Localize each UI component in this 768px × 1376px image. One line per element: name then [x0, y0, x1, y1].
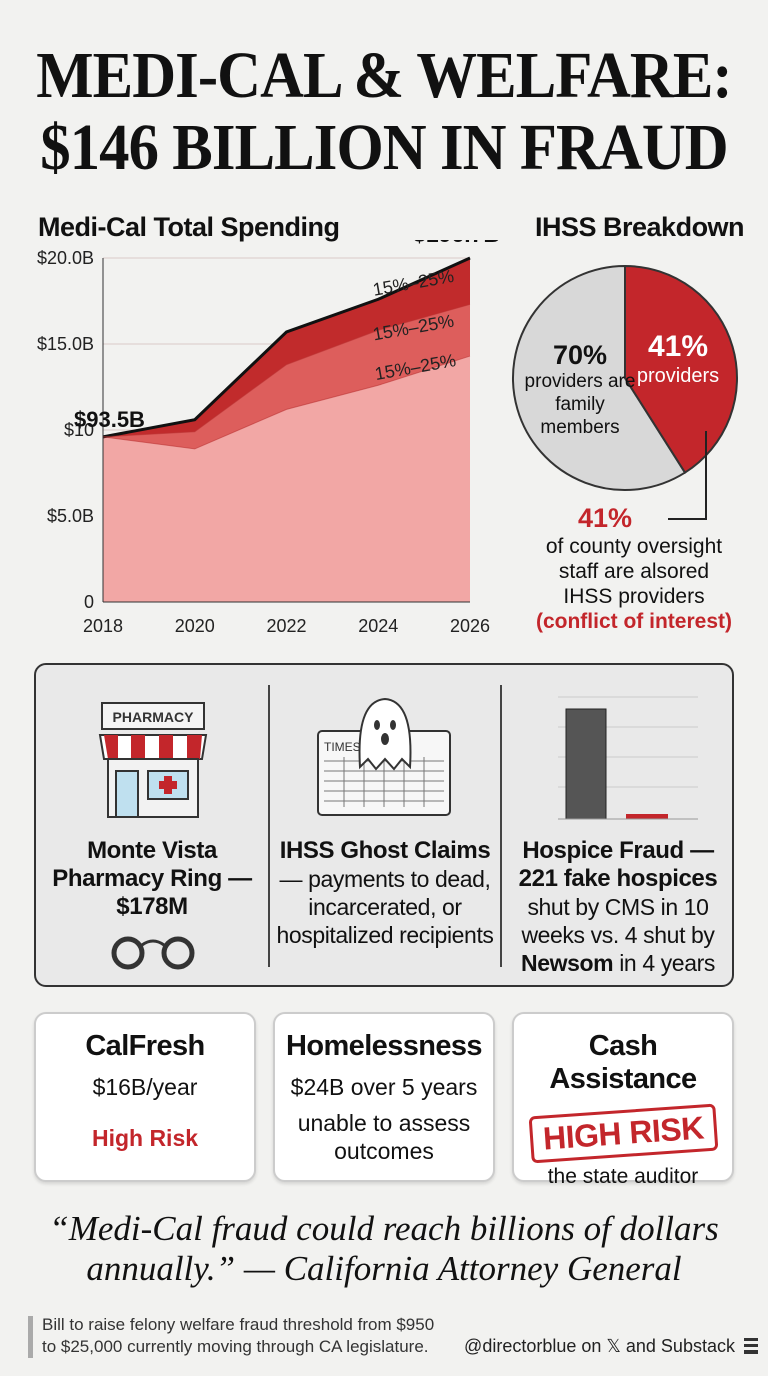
high-risk-stamp: HIGH RISK [528, 1103, 718, 1164]
homelessness-amount: $24B over 5 years [290, 1074, 478, 1100]
start-value-label: $93.5B [74, 407, 145, 432]
x-tick-label: 2024 [358, 616, 398, 636]
y-tick-label: $5.0B [47, 506, 94, 526]
callout-leader-line [668, 431, 707, 520]
pharmacy-heading-2: Pharmacy Ring — [52, 865, 252, 892]
pie-providers-label: 41% providers [628, 330, 728, 389]
total-spending-line [102, 256, 471, 439]
footer-note-line-2: to $25,000 currently moving through CA l… [42, 1337, 429, 1356]
providers-pct: 41% [647, 330, 709, 363]
calfresh-risk: High Risk [91, 1125, 199, 1151]
newsom-bold: Newsom [521, 950, 614, 976]
handcuffs-icon [111, 936, 195, 970]
timesheet-label: TIMES [324, 740, 361, 754]
x-tick-label: 2018 [83, 616, 123, 636]
pharmacy-icon: PHARMACY [98, 702, 208, 818]
pharmacy-ring-column: PHARMACY Monte Vista Pharmacy Ring — $17… [36, 665, 268, 989]
ghost-line-3: hospitalized recipients [276, 922, 494, 948]
cash-title: Cash Assistance [549, 1030, 697, 1095]
band-boundary-line [102, 355, 471, 450]
ghost-line-2: incarcerated, or [308, 894, 462, 920]
y-tick-label: $15.0B [37, 334, 94, 354]
hospice-line-3: Newsom in 4 years [502, 949, 734, 977]
footer-note: Bill to raise felony welfare fraud thres… [42, 1314, 434, 1358]
family-pct: 70% [552, 340, 608, 370]
footer-accent-bar [28, 1316, 33, 1358]
hospice-heading-1: Hospice Fraud — [522, 837, 714, 864]
author-handle-text: @directorblue on 𝕏 and Substack [464, 1336, 735, 1356]
band-boundary-line [102, 303, 471, 438]
author-handle: @directorblue on 𝕏 and Substack [464, 1336, 758, 1357]
ghost-claims-column: TIMES IHSS Ghost Claims — payments to de… [270, 665, 500, 989]
cash-source: the state auditor [547, 1165, 699, 1188]
homelessness-line-3: outcomes [334, 1138, 434, 1164]
bookmark-icon [744, 1338, 758, 1354]
x-tick-label: 2020 [175, 616, 215, 636]
hospice-bar-icon [558, 696, 698, 820]
calfresh-title: CalFresh [85, 1030, 205, 1062]
x-tick-label: 2022 [266, 616, 306, 636]
pharmacy-sign-text: PHARMACY [113, 709, 195, 725]
calfresh-card: CalFresh $16B/year High Risk [34, 1012, 256, 1182]
ghost-timesheet-icon: TIMES [317, 697, 451, 816]
y-tick-label: $10 [64, 420, 94, 440]
oversight-note: 41% of county oversight staff are alsore… [520, 502, 748, 634]
calfresh-amount: $16B/year [92, 1074, 198, 1100]
ghost-line-1: — payments to dead, [279, 866, 491, 892]
homelessness-title: Homelessness [286, 1030, 483, 1062]
pie-chart-title: IHSS Breakdown [535, 212, 745, 242]
homelessness-card: Homelessness $24B over 5 years unable to… [273, 1012, 495, 1182]
footer-note-line-1: Bill to raise felony welfare fraud thres… [42, 1315, 435, 1334]
base-area [103, 356, 470, 602]
oversight-line-3: IHSS providers [563, 585, 705, 608]
y-tick-label: $20.0B [37, 248, 94, 268]
hospice-heading-2: 221 fake hospices [518, 865, 718, 892]
oversight-pct: 41% [577, 503, 633, 533]
pie-family-label: 70% providers are family members [520, 340, 640, 439]
spending-area-chart: 0 $5.0B $10 $15.0B $20.0B 2018 2020 2022 2024 20… [37, 240, 500, 636]
providers-text: providers [636, 365, 720, 387]
pie-slice [512, 264, 687, 491]
ihss-pie-chart [512, 264, 738, 491]
hospice-line-3-rest: in 4 years [613, 950, 715, 976]
panel-divider-1 [268, 685, 270, 967]
hospice-fraud-column: Hospice Fraud — 221 fake hospices shut b… [502, 665, 734, 989]
y-tick-label: 0 [84, 592, 94, 612]
pharmacy-heading-1: Monte Vista [87, 837, 217, 864]
quote-line-1: “Medi-Cal fraud could reach billions of … [49, 1209, 719, 1248]
x-tick-label: 2026 [450, 616, 490, 636]
end-value-label: $196.7B [413, 240, 500, 247]
pharmacy-amount: $178M [116, 893, 188, 920]
hospice-line-2: weeks vs. 4 shut by [521, 922, 715, 948]
family-text: providers are family members [524, 371, 636, 438]
area-chart-title: Medi-Cal Total Spending [38, 212, 340, 242]
conflict-label: (conflict of interest) [535, 610, 732, 633]
panel-divider-2 [500, 685, 502, 967]
oversight-line-1: of county oversight [545, 535, 723, 558]
quote-line-2: annually.” — California Attorney General [86, 1249, 682, 1288]
pie-slice [624, 264, 738, 474]
cash-assistance-card: Cash Assistance HIGH RISK the state audi… [512, 1012, 734, 1188]
oversight-line-2: staff are alsored [558, 560, 710, 583]
homelessness-line-2: unable to assess [297, 1110, 471, 1136]
headline-line-1: MEDI-CAL & WELFARE: [36, 39, 732, 112]
hospice-line-1: shut by CMS in 10 [527, 894, 709, 920]
headline-line-2: $146 BILLION IN FRAUD [40, 111, 728, 184]
ghost-heading: IHSS Ghost Claims [279, 837, 491, 864]
fraud-cases-panel: PHARMACY Monte Vista Pharmacy Ring — $17… [34, 663, 734, 987]
